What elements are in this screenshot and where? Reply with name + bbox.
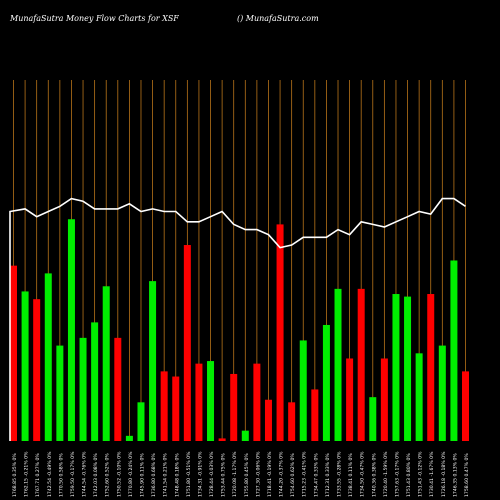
x-tick-label: 1742.54 -0.49% 0%	[47, 451, 53, 497]
x-tick-label: 1734.47 0.33% 0%	[313, 453, 319, 497]
x-tick-label: 1712.31 0.33% 0%	[325, 453, 331, 497]
money-flow-bar	[10, 265, 17, 441]
x-tick-label: 1726.18 -0.18% 0%	[441, 451, 447, 497]
x-tick-label: 1715.23 -0.41% 0%	[302, 451, 308, 497]
x-tick-label: 1734.50 -0.47% 0%	[360, 451, 366, 497]
x-tick-label: 1751.80 -0.51% 0%	[186, 451, 192, 497]
x-tick-label: 1741.54 0.21% 0%	[163, 453, 169, 497]
x-tick-label: 1751.43 -0.12% 0%	[418, 451, 424, 497]
x-tick-label: 1750.52 -0.10% 0%	[116, 451, 122, 497]
bars	[10, 219, 469, 441]
price-line-series	[9, 197, 466, 441]
money-flow-bar	[241, 430, 249, 441]
x-tick-label: 1738.41 0.11% 0%	[348, 453, 354, 497]
x-tick-label: 1770.80 -0.24% 0%	[128, 451, 134, 497]
x-tick-label: 1748.48 0.18% 0%	[174, 453, 180, 497]
x-axis-labels: 1768.85 0.35% 0% 1762.15 -0.21% 0% 1767.71…	[12, 451, 470, 497]
x-tick-label: 1728.44 -0.03% 0%	[209, 451, 215, 497]
money-flow-bar	[450, 260, 458, 441]
money-flow-bar	[21, 291, 29, 441]
x-tick-label: 1727.30 -0.06% 0%	[255, 451, 261, 497]
x-tick-label: 1768.85 0.35% 0%	[12, 453, 18, 497]
x-tick-label: 1720.40 -1.59% 0%	[383, 451, 389, 497]
money-flow-bar	[102, 286, 110, 441]
x-tick-label: 1754.60 0.62% 0%	[290, 453, 296, 497]
x-tick-label: 1751.43 0.80% 0%	[406, 453, 412, 497]
x-tick-label: 1740.36 0.38% 0%	[371, 453, 377, 497]
money-flow-bar	[415, 353, 423, 441]
site-name: () MunafaSutra.com	[237, 14, 319, 23]
x-tick-label: 1720.08 -1.17% 0%	[232, 451, 238, 497]
x-tick-label: 1759.50 -0.17% 0%	[70, 451, 76, 497]
money-flow-bar	[380, 358, 388, 441]
money-flow-bar	[44, 273, 52, 441]
money-flow-bar	[218, 438, 226, 441]
chart-title: MunafaSutra Money Flow Charts for XSF	[10, 14, 179, 23]
money-flow-bar	[288, 402, 296, 441]
x-tick-label: 1733.55 -0.28% 0%	[337, 451, 343, 497]
money-flow-bar	[79, 337, 87, 441]
money-flow-bar	[195, 363, 203, 441]
money-flow-bar	[346, 358, 354, 441]
price-line	[9, 197, 466, 441]
money-flow-bar	[33, 299, 41, 441]
money-flow-bar	[114, 337, 122, 441]
money-flow-bar	[322, 324, 330, 441]
money-flow-bar	[172, 376, 180, 441]
money-flow-bar	[137, 402, 145, 441]
x-tick-label: 1730.41 -1.67% 0%	[429, 451, 435, 497]
money-flow-bar	[207, 361, 215, 441]
x-tick-label: 1744.54 -0.76% 0%	[82, 451, 88, 497]
money-flow-bar	[230, 373, 238, 441]
money-flow-bar	[56, 345, 64, 441]
money-flow-bar	[438, 345, 446, 441]
money-flow-bar	[264, 399, 272, 441]
x-tick-label: 1746.35 0.13% 0%	[452, 453, 458, 497]
money-flow-bar	[404, 296, 412, 441]
x-tick-label: 1752.60 0.52% 0%	[105, 453, 111, 497]
x-tick-label: 1762.15 -0.21% 0%	[24, 451, 30, 497]
x-tick-label: 1718.41 -0.19% 0%	[267, 451, 273, 497]
x-tick-label: 1758.60 0.47% 0%	[464, 453, 470, 497]
money-flow-bar	[299, 340, 307, 441]
money-flow-bar	[91, 322, 99, 441]
x-tick-label: 1770.50 0.58% 0%	[58, 453, 64, 497]
x-tick-label: 1745.90 0.11% 0%	[139, 453, 145, 497]
money-flow-bar	[369, 397, 377, 441]
money-flow-bar	[334, 288, 342, 441]
x-tick-label: 1744.20 -0.37% 0%	[279, 451, 285, 497]
money-flow-bar	[67, 219, 75, 441]
money-flow-bar	[276, 224, 284, 441]
money-flow-bar	[427, 294, 435, 441]
money-flow-bar	[253, 363, 261, 441]
x-tick-label: 1755.80 0.45% 0%	[244, 453, 250, 497]
x-tick-label: 1757.63 -0.17% 0%	[394, 451, 400, 497]
money-flow-bar	[392, 294, 400, 441]
money-flow-bar	[311, 389, 319, 441]
x-tick-label: 1742.03 0.08% 0%	[93, 453, 99, 497]
money-flow-bar	[125, 435, 133, 441]
x-tick-label: 1753.44 0.75% 0%	[221, 453, 227, 497]
x-tick-label: 1736.80 0.68% 0%	[151, 453, 157, 497]
money-flow-bar	[160, 371, 168, 441]
x-tick-label: 1734.31 -0.91% 0%	[197, 451, 203, 497]
money-flow-bar	[357, 288, 365, 441]
money-flow-bar	[183, 245, 191, 441]
x-tick-label: 1767.71 0.27% 0%	[35, 453, 41, 497]
money-flow-bar	[149, 281, 157, 441]
money-flow-bar	[462, 371, 469, 441]
